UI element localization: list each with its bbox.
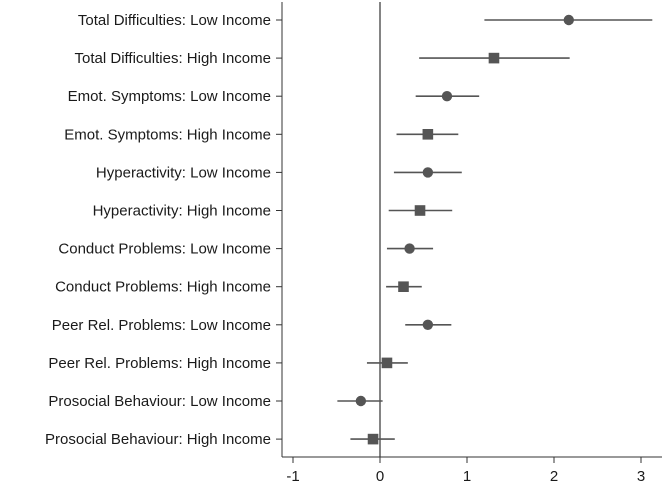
coef-row: Conduct Problems: Low Income [58,241,434,258]
x-tick-label: 3 [637,468,645,485]
coef-row: Peer Rel. Problems: Low Income [52,317,452,334]
y-tick-label: Hyperactivity: High Income [93,203,271,220]
y-tick-label: Emot. Symptoms: High Income [64,126,271,143]
y-tick-label: Hyperactivity: Low Income [96,164,271,181]
estimate-point-square [422,129,434,140]
y-tick-label: Total Difficulties: High Income [75,50,271,67]
coef-row: Hyperactivity: High Income [93,203,453,220]
estimate-point-circle [355,395,367,407]
estimate-point-square [488,52,500,64]
coef-row: Peer Rel. Problems: High Income [48,355,408,372]
coef-row: Hyperactivity: Low Income [96,164,462,181]
y-tick-label: Peer Rel. Problems: High Income [48,355,271,372]
estimate-point-circle [563,14,574,26]
y-tick-label: Conduct Problems: Low Income [58,241,271,258]
estimate-point-square [398,281,409,292]
estimate-point-circle [441,91,453,102]
coef-row: Prosocial Behaviour: High Income [45,431,395,448]
x-tick-label: -1 [286,468,299,485]
coef-row: Total Difficulties: Low Income [78,12,653,29]
coef-row: Emot. Symptoms: High Income [64,126,459,143]
y-tick-label: Peer Rel. Problems: Low Income [52,317,271,334]
estimate-point-square [367,433,379,445]
estimate-point-circle [404,243,415,254]
estimate-point-square [414,205,426,216]
y-tick-label: Total Difficulties: Low Income [78,12,271,29]
estimate-point-circle [422,319,434,330]
y-tick-label: Emot. Symptoms: Low Income [68,88,271,105]
x-tick-label: 0 [376,468,384,485]
x-tick-label: 1 [463,468,471,485]
coef-row: Conduct Problems: High Income [55,279,422,296]
estimate-point-square [381,357,393,369]
y-tick-label: Prosocial Behaviour: Low Income [48,393,271,410]
coef-row: Total Difficulties: High Income [75,50,570,67]
y-tick-label: Prosocial Behaviour: High Income [45,431,271,448]
coef-row: Prosocial Behaviour: Low Income [48,393,383,410]
y-tick-label: Conduct Problems: High Income [55,279,271,296]
x-tick-label: 2 [550,468,558,485]
coef-row: Emot. Symptoms: Low Income [68,88,480,105]
estimate-point-circle [422,167,434,178]
